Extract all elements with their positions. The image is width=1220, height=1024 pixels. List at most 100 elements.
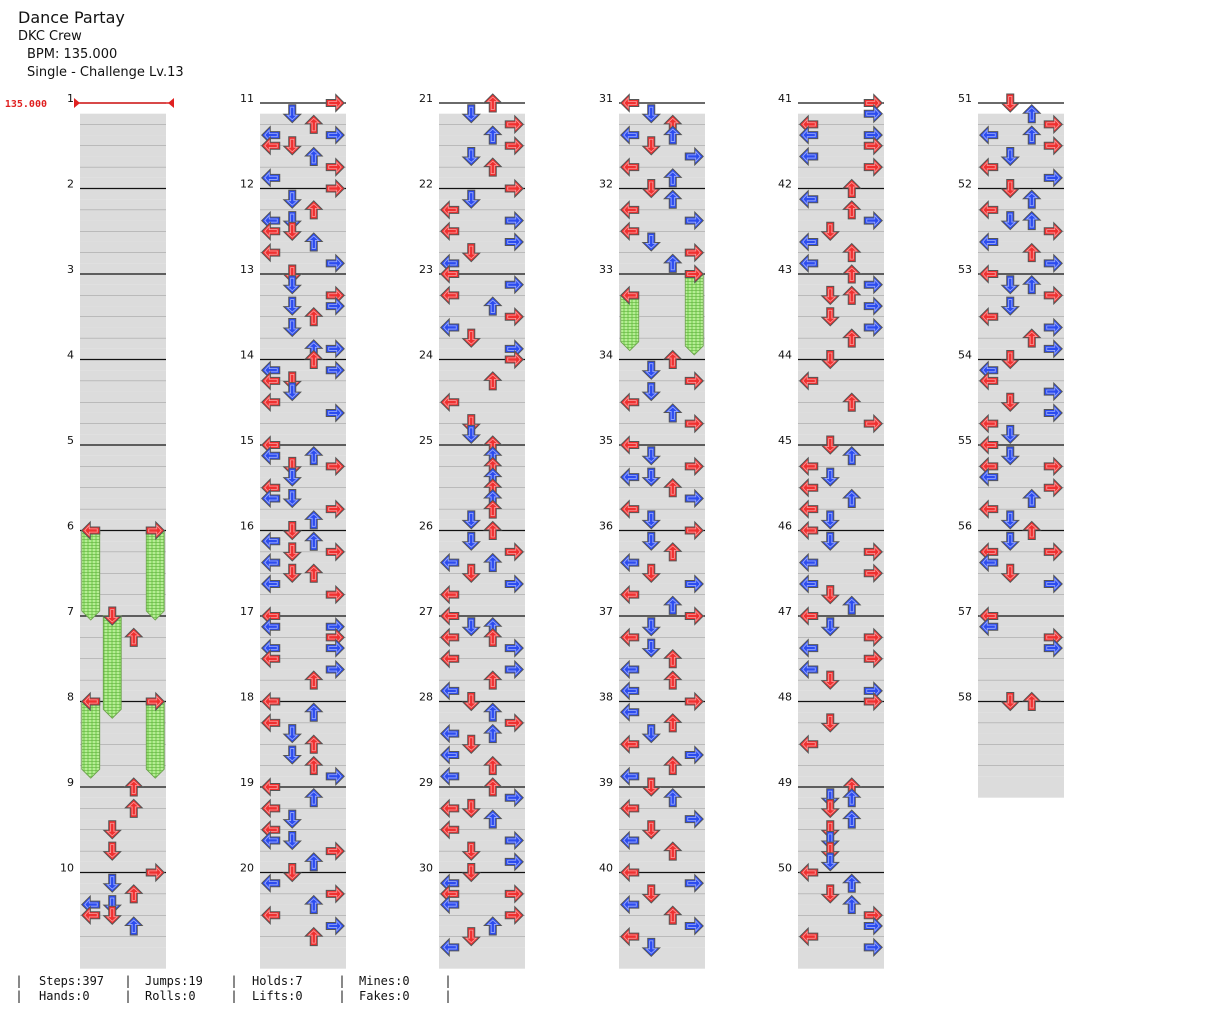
arrow-down-icon (461, 927, 481, 947)
arrow-up-icon (842, 488, 862, 508)
arrow-right-icon (504, 232, 524, 252)
arrow-up-icon (483, 296, 503, 316)
arrow-down-icon (641, 937, 661, 958)
arrow-left-icon (440, 285, 460, 306)
measure-42 (798, 187, 884, 285)
beat-band (619, 947, 705, 969)
song-artist: DKC Crew (18, 29, 82, 44)
measure-number: 14 (240, 349, 254, 362)
measure-number: 31 (599, 92, 613, 105)
arrow-right-icon (325, 456, 345, 477)
arrow-left-icon (620, 926, 640, 947)
arrow-right-icon (863, 937, 883, 958)
arrow-up-icon (483, 777, 503, 797)
arrow-up-icon (842, 392, 862, 412)
arrow-down-icon (1000, 296, 1020, 316)
measure-number: 17 (240, 605, 254, 618)
song-title: Dance Partay (18, 8, 125, 27)
measure-15 (260, 444, 346, 542)
arrow-down-icon (820, 221, 840, 241)
arrow-left-icon (979, 264, 999, 284)
measure-17 (260, 615, 346, 713)
arrow-down-icon (820, 798, 840, 819)
arrow-down-icon (641, 382, 661, 402)
arrow-left-icon (261, 531, 281, 551)
arrow-up-icon (304, 926, 324, 947)
arrow-down-icon (1000, 424, 1020, 445)
arrow-up-icon (663, 670, 683, 690)
arrow-left-icon (261, 242, 281, 263)
arrow-left-icon (440, 264, 460, 284)
arrow-left-icon (261, 713, 281, 733)
measure-number: 3 (67, 263, 74, 276)
arrow-down-icon (1000, 392, 1020, 412)
arrow-right-icon (1043, 168, 1063, 188)
arrow-up-icon (304, 445, 324, 466)
arrow-up-icon (663, 649, 683, 669)
measure-4 (80, 358, 166, 456)
measure-7 (80, 615, 166, 713)
arrow-up-icon (304, 510, 324, 530)
arrow-up-icon (842, 894, 862, 915)
measure-number: 29 (419, 776, 433, 789)
arrow-right-icon (325, 638, 345, 658)
measure-58 (978, 700, 1064, 798)
arrow-down-icon (282, 296, 302, 316)
arrow-down-icon (820, 585, 840, 605)
arrow-down-icon (282, 136, 302, 156)
arrow-down-icon (282, 456, 302, 477)
arrow-right-icon (325, 403, 345, 423)
arrow-left-icon (440, 894, 460, 915)
stat-lifts: Lifts:0 (252, 989, 303, 1003)
arrow-down-icon (461, 328, 481, 348)
arrow-down-icon (282, 371, 302, 391)
measure-number: 49 (778, 776, 792, 789)
arrow-down-icon (282, 317, 302, 338)
bpm-change-value: 135.000 (5, 99, 47, 110)
arrow-left-icon (440, 606, 460, 626)
arrow-down-icon (461, 563, 481, 583)
stat-holds: Holds:7 (252, 974, 303, 988)
arrow-up-icon (483, 627, 503, 647)
measure-number: 58 (958, 691, 972, 704)
arrow-right-icon (325, 841, 345, 861)
arrow-left-icon (620, 894, 640, 915)
arrow-right-icon (863, 691, 883, 712)
measure-number: 27 (419, 605, 433, 618)
arrow-left-icon (261, 445, 281, 466)
arrow-left-icon (261, 136, 281, 156)
arrow-down-icon (461, 414, 481, 434)
arrow-left-icon (440, 552, 460, 573)
arrow-up-icon (483, 702, 503, 722)
arrow-right-icon (1043, 456, 1063, 477)
arrow-left-icon (620, 467, 640, 487)
arrow-left-icon (979, 157, 999, 177)
arrow-up-icon (1022, 274, 1042, 295)
measure-57 (978, 615, 1064, 713)
measure-13 (260, 273, 346, 371)
arrow-down-icon (641, 136, 661, 156)
arrow-left-icon (261, 649, 281, 669)
arrow-up-icon (304, 232, 324, 252)
arrow-up-icon (304, 734, 324, 754)
measure-27 (439, 615, 525, 713)
arrow-down-icon (461, 841, 481, 861)
arrow-down-icon (820, 670, 840, 690)
measure-number: 41 (778, 92, 792, 105)
measure-51 (978, 102, 1064, 200)
measure-number: 15 (240, 434, 254, 447)
arrow-left-icon (620, 862, 640, 883)
arrow-left-icon (620, 221, 640, 241)
arrow-left-icon (440, 649, 460, 669)
arrow-left-icon (799, 499, 819, 519)
measure-number: 28 (419, 691, 433, 704)
measure-2 (80, 187, 166, 285)
arrow-down-icon (820, 852, 840, 872)
arrow-right-icon (504, 787, 524, 808)
arrow-left-icon (620, 830, 640, 851)
arrow-right-icon (863, 916, 883, 936)
arrow-left-icon (799, 478, 819, 498)
arrow-down-icon (102, 873, 122, 893)
arrow-down-icon (461, 798, 481, 819)
arrow-left-icon (799, 189, 819, 209)
